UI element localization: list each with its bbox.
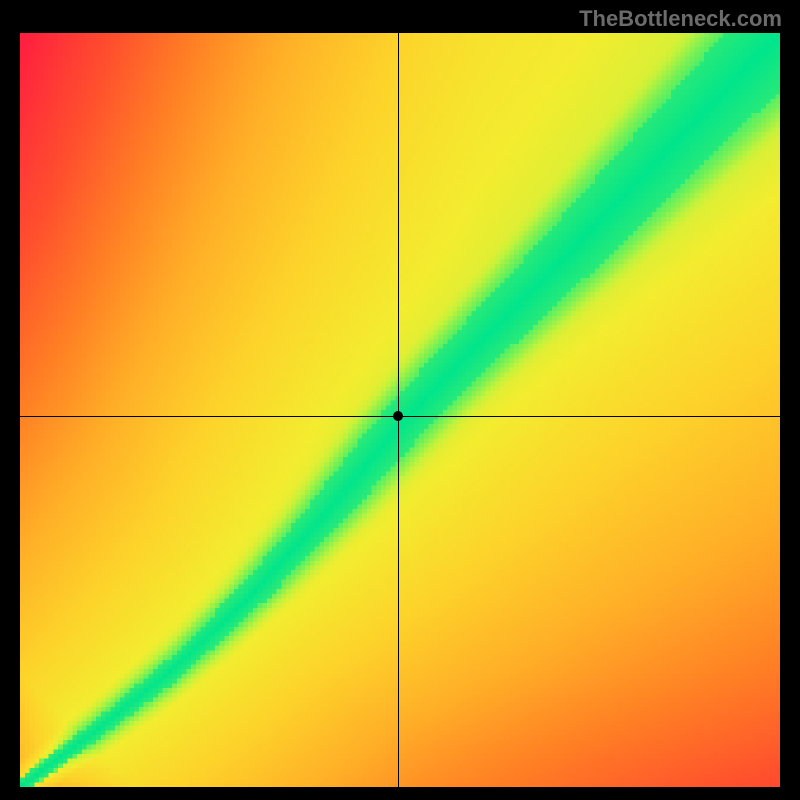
chart-frame xyxy=(0,0,800,800)
bottleneck-heatmap xyxy=(20,33,780,787)
